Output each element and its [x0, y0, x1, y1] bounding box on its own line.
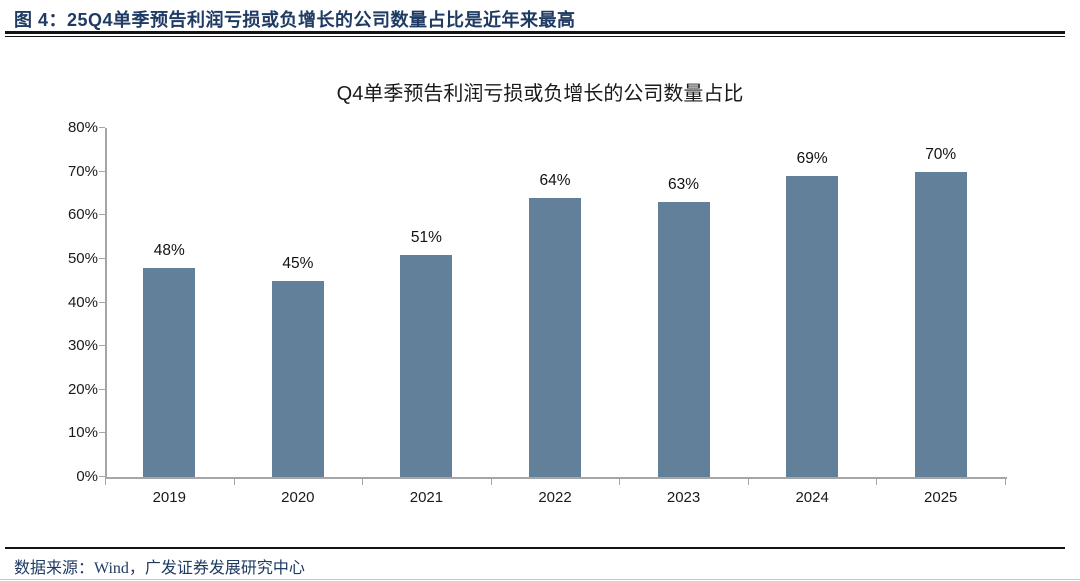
y-axis-tick: [99, 127, 105, 128]
x-axis-label: 2021: [409, 489, 444, 506]
x-axis-tick: [490, 479, 492, 485]
caption-divider-thin: [5, 36, 1065, 37]
x-axis-tick: [619, 479, 621, 485]
x-axis-tick: [105, 479, 106, 485]
y-axis-tick: [99, 170, 105, 172]
y-axis-tick: [99, 432, 105, 434]
y-axis-label: 40%: [67, 293, 98, 311]
bar-value-label: 64%: [539, 171, 571, 189]
bar-2025: [914, 171, 967, 477]
y-axis-label: 10%: [67, 424, 98, 442]
x-axis-label: 2020: [281, 489, 315, 506]
x-axis-label: 2023: [666, 489, 701, 506]
x-axis-label: 2024: [795, 489, 829, 506]
bar-2020: [271, 280, 324, 477]
bar-value-label: 63%: [668, 176, 700, 194]
chart-title: Q4单季预告利润亏损或负增长的公司数量占比: [336, 83, 744, 105]
y-axis-tick: [99, 388, 105, 390]
y-axis-tick: [99, 257, 105, 259]
y-axis-tick: [99, 345, 105, 347]
bar-value-label: 51%: [410, 228, 442, 246]
y-axis-label: 60%: [67, 206, 98, 224]
bar-value-label: 69%: [796, 149, 828, 167]
x-axis-tick: [233, 479, 235, 485]
x-axis-label: 2019: [152, 489, 186, 506]
y-axis-label: 50%: [67, 249, 98, 267]
y-axis-label: 30%: [67, 337, 98, 355]
page-bottom-border: [0, 579, 1080, 580]
bar-2023: [657, 202, 710, 477]
y-axis-label: 20%: [67, 380, 98, 398]
y-axis-label: 0%: [76, 468, 98, 485]
y-axis-tick: [99, 476, 105, 477]
y-axis-label: 80%: [67, 119, 98, 136]
bar-value-label: 70%: [925, 145, 957, 163]
bar-2024: [786, 175, 839, 477]
bar-2021: [400, 254, 453, 477]
x-axis-tick: [747, 479, 749, 485]
y-axis-tick: [99, 301, 105, 303]
bar-2019: [143, 267, 196, 477]
x-axis-label: 2022: [538, 489, 572, 506]
x-axis-tick: [362, 479, 364, 485]
source-note: 数据来源：Wind，广发证券发展研究中心: [14, 560, 305, 577]
y-axis-tick: [99, 214, 105, 216]
plot-area: [105, 128, 1007, 479]
y-axis-label: 70%: [67, 162, 98, 180]
figure-caption: 图 4：25Q4单季预告利润亏损或负增长的公司数量占比是近年来最高: [14, 10, 576, 30]
bar-value-label: 48%: [153, 241, 185, 259]
source-divider: [5, 547, 1065, 549]
bar-2022: [529, 197, 581, 477]
bar-value-label: 45%: [282, 254, 314, 272]
x-axis-tick: [1005, 479, 1006, 485]
caption-divider-thick: [5, 31, 1065, 34]
x-axis-label: 2025: [924, 489, 958, 506]
x-axis-tick: [876, 479, 878, 485]
